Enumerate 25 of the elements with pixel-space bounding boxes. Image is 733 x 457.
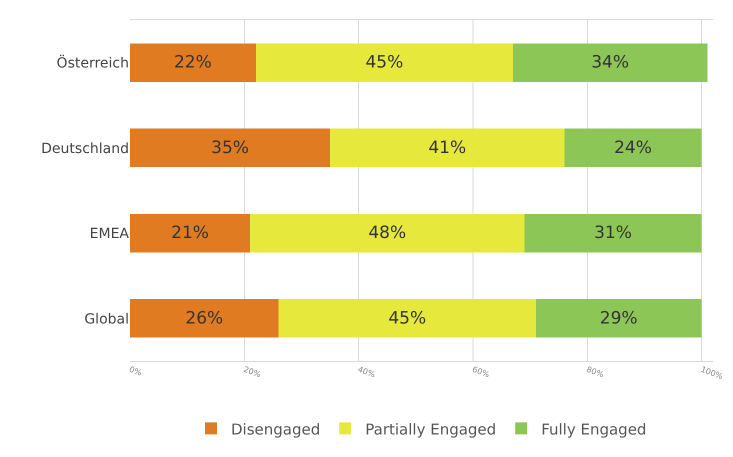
- data-label: 29%: [600, 308, 638, 328]
- data-label: 34%: [591, 52, 630, 73]
- data-label: 45%: [388, 308, 426, 328]
- data-label: 21%: [171, 223, 209, 244]
- data-label: 24%: [614, 138, 652, 158]
- data-label: 26%: [185, 308, 224, 328]
- x-tick-label: 80%: [585, 364, 606, 380]
- x-tick-label: 40%: [356, 364, 377, 380]
- data-label: 31%: [594, 223, 632, 244]
- x-tick-label: 60%: [470, 364, 492, 380]
- y-tick-label: EMEA: [90, 226, 130, 242]
- data-label: 48%: [368, 223, 406, 244]
- y-tick-label: Deutschland: [41, 140, 129, 157]
- y-tick-label: Österreich: [56, 54, 129, 72]
- data-label: 35%: [211, 138, 249, 158]
- data-label: 45%: [365, 52, 404, 73]
- data-label: 22%: [174, 52, 212, 73]
- legend-label: Fully Engaged: [541, 420, 646, 438]
- x-tick-label: 100%: [700, 364, 724, 382]
- y-tick-label: Global: [84, 311, 129, 328]
- x-tick-label: 0%: [128, 364, 144, 378]
- legend-label: Disengaged: [231, 420, 320, 438]
- x-tick-label: 20%: [242, 364, 262, 380]
- data-label: 41%: [428, 138, 466, 158]
- legend-label: Partially Engaged: [365, 420, 496, 438]
